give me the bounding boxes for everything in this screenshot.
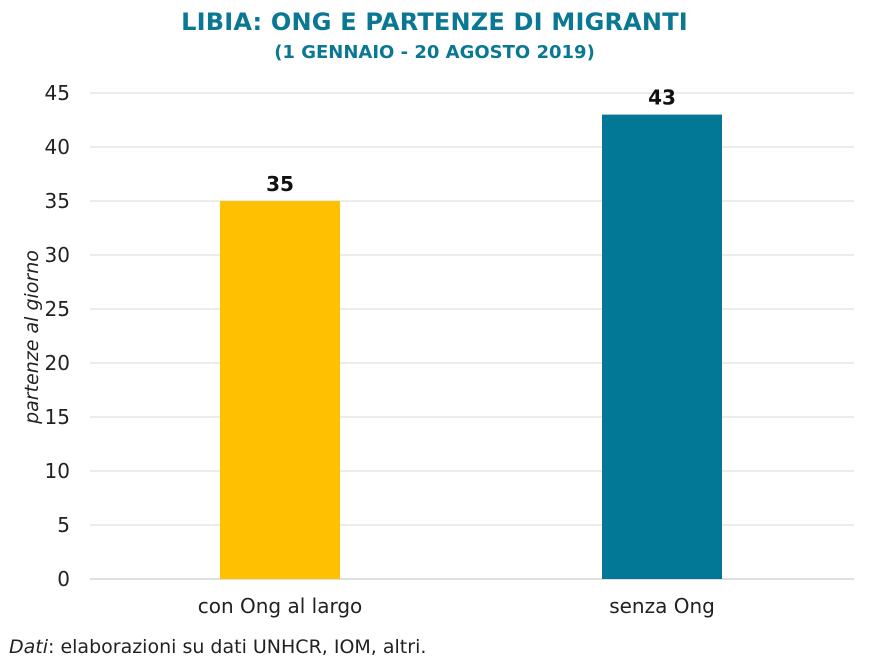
- bar-chart: 0 5 10 15 20 25 30 35 40 45 35 43 con Ong al largo…: [21, 81, 854, 618]
- data-labels: 35 43: [266, 86, 676, 196]
- y-tick-label: 20: [45, 351, 70, 375]
- y-tick-label: 45: [45, 81, 70, 105]
- y-axis-ticks: 0 5 10 15 20 25 30 35 40 45: [45, 81, 70, 591]
- x-axis-ticks: con Ong al largo senza Ong: [198, 594, 715, 618]
- source-text: : elaborazioni su dati UNHCR, IOM, altri…: [48, 636, 427, 658]
- source-label: Dati: [9, 636, 49, 658]
- chart-subtitle: (1 GENNAIO - 20 AGOSTO 2019): [274, 42, 595, 63]
- y-tick-label: 0: [57, 567, 70, 591]
- x-tick-label: senza Ong: [609, 594, 715, 618]
- bars: [220, 114, 722, 579]
- data-label: 35: [266, 172, 294, 196]
- chart-title: LIBIA: ONG E PARTENZE DI MIGRANTI: [181, 8, 688, 36]
- y-tick-label: 5: [57, 513, 70, 537]
- bar-2: [602, 114, 722, 579]
- y-tick-label: 15: [45, 405, 70, 429]
- y-tick-label: 10: [45, 459, 70, 483]
- y-tick-label: 25: [45, 297, 70, 321]
- y-tick-label: 30: [45, 243, 70, 267]
- grid-lines: [90, 92, 854, 580]
- x-tick-label: con Ong al largo: [198, 594, 363, 618]
- y-axis-label: partenze al giorno: [21, 250, 43, 425]
- bar-1: [220, 201, 340, 579]
- y-tick-label: 40: [45, 135, 70, 159]
- source-note: Dati: elaborazioni su dati UNHCR, IOM, a…: [9, 636, 426, 658]
- data-label: 43: [648, 86, 676, 110]
- y-tick-label: 35: [45, 189, 70, 213]
